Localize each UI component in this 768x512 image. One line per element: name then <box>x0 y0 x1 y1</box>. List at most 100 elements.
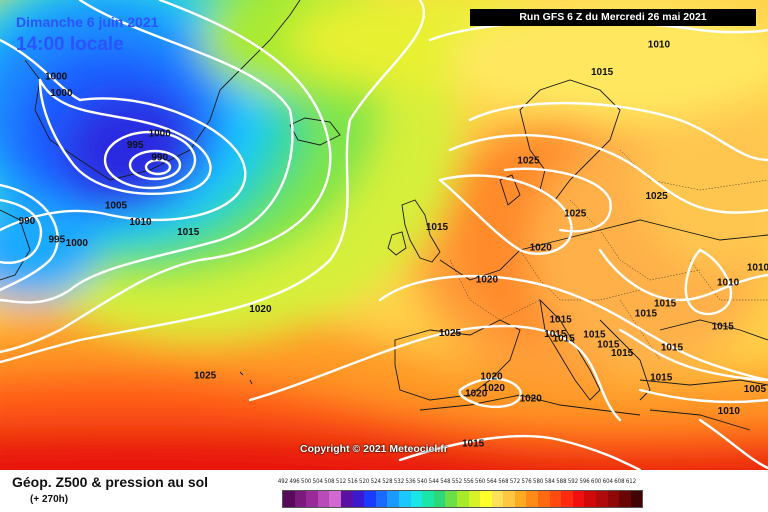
isobar-label: 1015 <box>462 438 485 449</box>
isobar-label: 1025 <box>517 155 540 166</box>
run-label: Run GFS 6 Z du Mercredi 26 mai 2021 <box>470 9 756 26</box>
legend-value: 600 <box>591 478 602 485</box>
legend-value: 516 <box>347 478 358 485</box>
isobar-lines <box>0 0 768 470</box>
isobar-label: 1005 <box>744 384 767 395</box>
legend-value: 552 <box>451 478 463 485</box>
legend-swatch <box>491 491 504 507</box>
legend-value: 584 <box>544 478 555 485</box>
legend-swatch <box>468 491 481 507</box>
legend-value: 532 <box>393 478 405 485</box>
legend-swatch <box>514 491 527 507</box>
isobar-label: 1010 <box>129 217 152 228</box>
legend-value: 612 <box>625 478 637 485</box>
isobar-label: 1015 <box>544 329 567 340</box>
legend-value: 520 <box>359 478 370 485</box>
legend-swatch <box>480 491 492 507</box>
legend-value: 528 <box>382 478 393 485</box>
legend-swatch <box>526 491 539 507</box>
isobar-label: 995 <box>127 140 144 151</box>
legend-value: 508 <box>324 478 335 485</box>
legend-value: 544 <box>428 478 439 485</box>
legend-swatch <box>364 491 376 507</box>
date-label: Dimanche 6 juin 2021 <box>16 14 159 30</box>
legend-swatch <box>549 491 562 507</box>
color-scale <box>282 490 644 508</box>
isobar-label: 1010 <box>718 406 741 417</box>
isobar-label: 990 <box>19 216 36 227</box>
legend-swatch <box>352 491 365 507</box>
legend-value: 556 <box>463 478 474 485</box>
isobar-label: 1015 <box>583 330 606 341</box>
isobar-label: 1015 <box>553 334 576 345</box>
isobar-label: 1005 <box>105 201 128 212</box>
legend-swatch <box>503 491 515 507</box>
isobar-label: 1000 <box>50 88 73 99</box>
isobar-label: 1025 <box>645 191 668 202</box>
legend-swatch <box>306 491 318 507</box>
z500-shading <box>0 0 768 470</box>
legend-value: 580 <box>533 478 544 485</box>
isobar-label: 1020 <box>249 304 272 315</box>
legend-swatch <box>445 491 457 507</box>
legend-value: 548 <box>440 478 451 485</box>
isobar-label: 1015 <box>597 340 620 351</box>
isobar-label: 1015 <box>635 309 658 320</box>
legend-swatch <box>398 491 411 507</box>
time-label: 14:00 locale <box>16 34 124 55</box>
copyright-label: Copyright © 2021 Meteociel.fr <box>300 443 448 455</box>
isobar-label: 1025 <box>564 208 587 219</box>
isobar-label: 1020 <box>480 372 503 383</box>
legend-swatch <box>387 491 399 507</box>
legend-value: 536 <box>405 478 416 485</box>
legend-value: 588 <box>556 478 567 485</box>
legend-swatch <box>294 491 307 507</box>
legend-value: 572 <box>509 478 521 485</box>
legend-value: 504 <box>312 478 323 485</box>
legend-swatch <box>607 491 620 507</box>
isobar-label: 1020 <box>520 394 543 405</box>
legend-value: 500 <box>301 478 312 485</box>
legend-value: 564 <box>486 478 497 485</box>
isobar-label: 1015 <box>177 227 200 238</box>
legend-swatch <box>422 491 434 507</box>
legend-swatch <box>596 491 608 507</box>
legend-swatch <box>317 491 330 507</box>
isobar-label: 1015 <box>611 348 634 359</box>
legend-value: 512 <box>335 478 347 485</box>
isobar-label: 1000 <box>66 238 89 249</box>
legend-swatch <box>375 491 388 507</box>
isobar-label: 1010 <box>717 278 740 289</box>
legend-swatch <box>584 491 597 507</box>
weather-map: 1000 1000 1000 995 990 990 995 1000 1005 1010 1015… <box>0 0 768 470</box>
legend-swatch <box>572 491 585 507</box>
legend-swatch <box>340 491 353 507</box>
isobar-label: 1000 <box>45 72 68 83</box>
isobar-label: 1010 <box>747 263 768 274</box>
isobar-label: 1015 <box>712 322 735 333</box>
isobar-label: 1020 <box>476 275 499 286</box>
isobar-label: 1020 <box>530 242 553 253</box>
legend-swatch <box>410 491 423 507</box>
legend-swatch <box>619 491 631 507</box>
legend-swatch <box>561 491 573 507</box>
legend-swatch <box>329 491 341 507</box>
legend-value: 492 <box>277 478 289 485</box>
legend-value: 560 <box>475 478 486 485</box>
isobar-label: 1015 <box>426 222 449 233</box>
isobar-label: 1020 <box>465 389 488 400</box>
legend-swatch <box>433 491 446 507</box>
legend-value: 540 <box>417 478 428 485</box>
legend-value: 576 <box>521 478 532 485</box>
coastlines <box>0 0 768 431</box>
isobar-label: 1015 <box>654 299 677 310</box>
isobar-label: 1010 <box>648 40 671 51</box>
isobar-label: 1020 <box>483 383 506 394</box>
product-label: Géop. Z500 & pression au sol <box>12 474 209 490</box>
legend-value: 496 <box>289 478 300 485</box>
forecast-hour: (+ 270h) <box>30 494 69 505</box>
legend-value: 608 <box>614 478 625 485</box>
isobar-label: 1015 <box>650 373 673 384</box>
